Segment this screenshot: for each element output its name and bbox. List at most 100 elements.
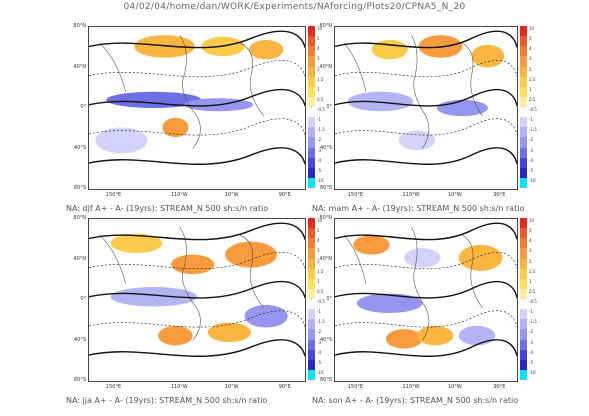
colorbar-segment (520, 46, 527, 57)
longitude-label: 10°W (224, 192, 239, 198)
contour-line (335, 281, 517, 299)
colorbar-segment (520, 369, 527, 380)
colorbar-segment (520, 147, 527, 158)
longitude-label: 10°W (447, 192, 462, 198)
colorbar-label: 10 (317, 26, 323, 31)
coastline (99, 34, 265, 149)
colorbar-label: 4 (529, 238, 532, 244)
longitude-label: 150°E (105, 384, 122, 390)
page-title: 04/02/04/home/dan/WORK/Experiments/NAfor… (123, 2, 466, 12)
colorbar-segment (308, 309, 315, 320)
colorbar-label: 4 (317, 238, 320, 244)
colorbar-segment (308, 167, 315, 178)
colorbar-label: -4 (529, 349, 533, 355)
latitude-label: 40°S (73, 144, 86, 151)
colorbar-segment (520, 218, 527, 229)
latitude-label: 80°S (319, 377, 332, 383)
longitude-label: 150°E (347, 192, 364, 198)
anomaly-patch (110, 287, 197, 307)
colorbar-label: 0.5 (529, 96, 536, 102)
colorbar-label: 1 (317, 86, 320, 92)
colorbar-segment (308, 147, 315, 158)
latitude-label: 0° (80, 104, 86, 110)
colorbar-segment (308, 46, 315, 57)
anomaly-patch (110, 233, 163, 254)
colorbar-label: -2 (317, 329, 321, 335)
anomaly-patch (162, 117, 189, 138)
anomaly-patch (207, 322, 251, 343)
colorbar-segment (308, 117, 315, 128)
latitude-label: 80°N (319, 23, 332, 29)
anomaly-patch (95, 127, 148, 154)
colorbar-label: -5 (529, 167, 533, 173)
colorbar-segment (520, 56, 527, 67)
colorbar-label: -2 (529, 137, 533, 143)
colorbar-label: 0.5 (317, 96, 324, 102)
colorbar-segment (520, 137, 527, 148)
contour-line (335, 60, 517, 78)
colorbar-segment (520, 248, 527, 259)
colorbar-segment (308, 228, 315, 239)
colorbar-segment (520, 228, 527, 239)
colorbar-label: 5 (529, 228, 532, 234)
colorbar-label: 1 (529, 86, 532, 92)
colorbar-segment (308, 278, 315, 289)
contour-line (89, 222, 305, 241)
latitude-label: 40°N (319, 63, 332, 70)
map-plot (334, 218, 518, 382)
longitude-label: 110°W (170, 384, 188, 390)
colorbar-segment (520, 319, 527, 330)
longitude-label: 90°E (493, 384, 506, 390)
longitude-label: 10°W (447, 384, 462, 390)
contour-line (89, 339, 305, 357)
anomaly-patch (225, 241, 277, 268)
colorbar-segment (308, 56, 315, 67)
colorbar-segment (520, 66, 527, 77)
colorbar (308, 218, 315, 380)
colorbar-label: 0.5 (529, 288, 536, 294)
longitude-label: 90°E (493, 192, 506, 198)
colorbar-segment (520, 349, 527, 360)
latitude-label: 40°S (319, 144, 332, 151)
colorbar-label: -1 (317, 309, 321, 315)
longitude-label: 10°W (224, 384, 239, 390)
colorbar-segment (520, 157, 527, 168)
anomaly-patch (471, 44, 505, 68)
latitude-label: 80°S (73, 185, 86, 191)
colorbar-segment (308, 258, 315, 269)
colorbar-segment (308, 66, 315, 77)
colorbar-segment (308, 26, 315, 37)
anomaly-field (89, 30, 305, 165)
panel-caption: NA: son A+ - A- (19yrs): STREAM_N 500 sh… (312, 396, 519, 405)
contour-line (335, 118, 517, 136)
contour-line (335, 252, 517, 270)
colorbar (520, 26, 527, 188)
contour-line (335, 30, 517, 49)
colorbar-label: 5 (529, 36, 532, 42)
colorbar-segment (308, 96, 315, 107)
colorbar-label: -0.5 (529, 299, 537, 304)
longitude-label: 110°W (402, 384, 420, 390)
colorbar-label: 4 (317, 46, 320, 52)
latitude-label: 40°N (73, 255, 86, 262)
contour-line (89, 280, 305, 299)
longitude-label: 110°W (170, 192, 188, 198)
anomaly-patch (356, 293, 423, 313)
map-plot (88, 218, 306, 382)
colorbar-label: 10 (529, 26, 535, 31)
latitude-label: 0° (80, 296, 86, 302)
colorbar-segment (520, 117, 527, 128)
colorbar-segment (520, 76, 527, 87)
latitude-label: 40°S (319, 336, 332, 343)
colorbar-label: 5 (317, 36, 320, 42)
colorbar-label: -1.5 (317, 319, 325, 325)
panel-caption: NA: djf A+ - A- (19yrs): STREAM_N 500 sh… (66, 204, 269, 213)
latitude-label: 80°S (73, 377, 86, 383)
colorbar-label: -1.5 (529, 319, 537, 325)
map-plot (88, 26, 306, 190)
colorbar-label: 2 (317, 66, 320, 72)
colorbar-segment (520, 268, 527, 279)
colorbar (308, 26, 315, 188)
map-plot (334, 26, 518, 190)
colorbar-label: 10 (317, 218, 323, 223)
